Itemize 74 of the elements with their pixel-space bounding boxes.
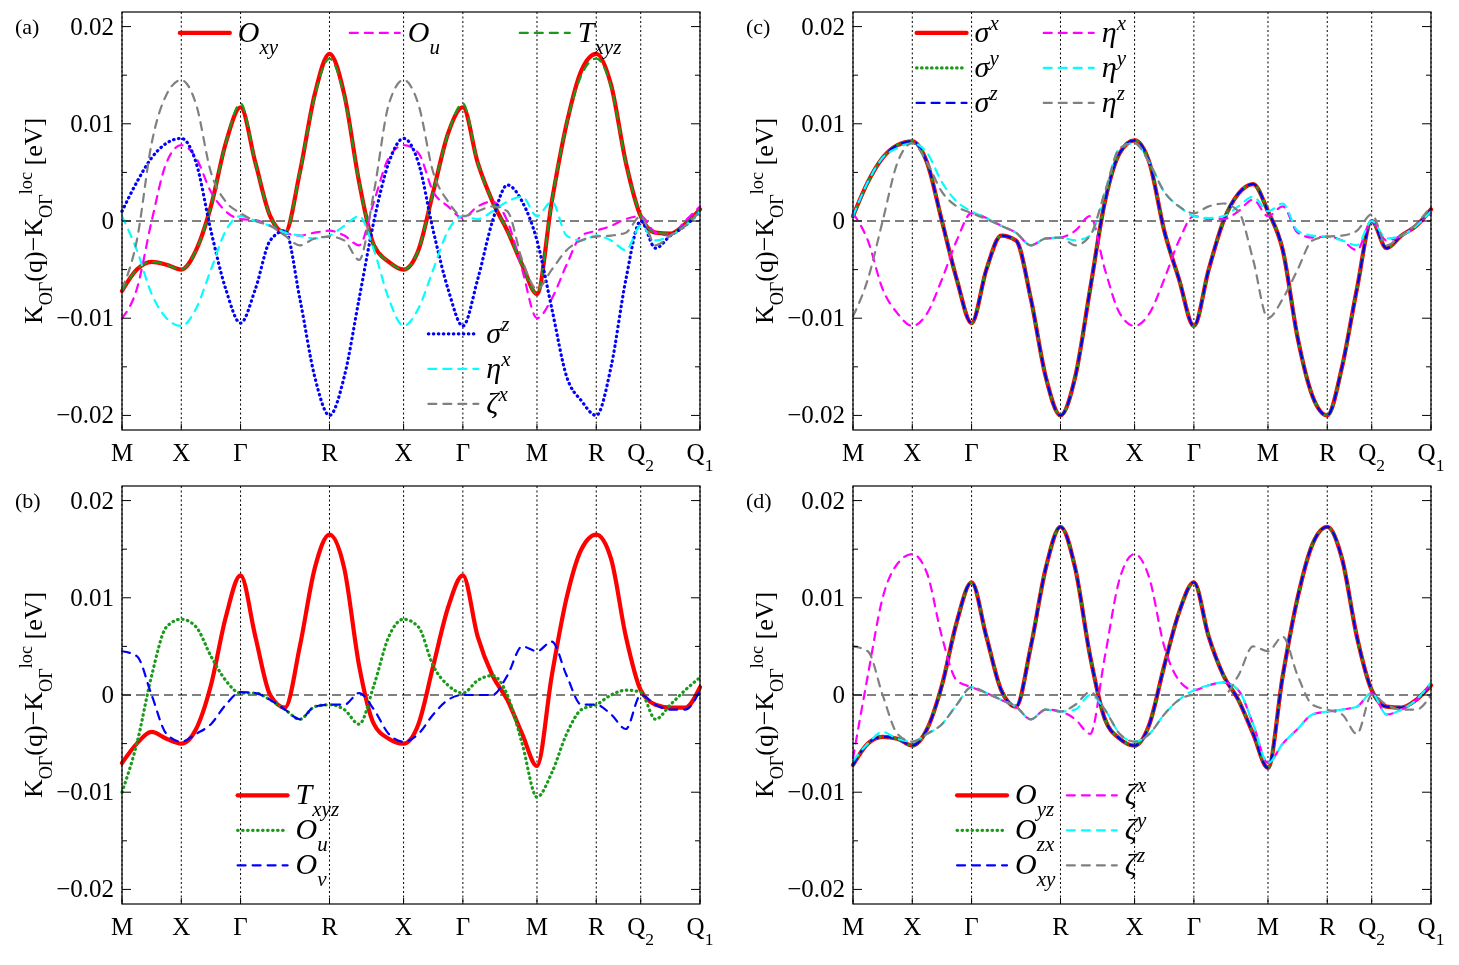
x-tick-label: M: [110, 439, 134, 466]
text: (c): [746, 14, 771, 39]
y-tick-label: −0.01: [787, 778, 845, 806]
x-tick-label: Γ: [964, 439, 979, 466]
y-tick-label: 0: [101, 681, 114, 708]
y-tick-label: 0.02: [801, 12, 845, 40]
y-tick-label: 0.02: [70, 486, 114, 514]
y-tick-label: −0.01: [787, 304, 845, 332]
y-tick-label: 0.01: [801, 583, 845, 611]
y-tick-label: −0.01: [56, 304, 114, 332]
x-tick-label: M: [110, 913, 134, 940]
y-tick-label: −0.01: [56, 778, 114, 806]
x-tick-label: M: [841, 913, 865, 940]
x-tick-label: Q$_{2}$: [1358, 439, 1386, 475]
x-tick-label: Γ: [233, 439, 248, 466]
x-tick-label: R: [587, 439, 605, 466]
y-tick-label: −0.02: [787, 401, 845, 429]
legend-label: T$_{xyz}$: [577, 14, 622, 59]
legend-label: ζ$^{x}$: [1124, 773, 1148, 811]
legend-label: O$_{xy}$: [237, 14, 279, 59]
legend-label: O$_{u}$: [407, 14, 440, 59]
legend-label: ζ$^{z}$: [1124, 843, 1146, 881]
x-tick-label: R: [587, 913, 605, 940]
x-tick-label: X: [903, 439, 922, 466]
x-tick-label: X: [394, 913, 413, 940]
y-tick-label: 0.02: [70, 12, 114, 40]
text: (d): [746, 488, 772, 513]
y-tick-label: 0.01: [801, 109, 845, 137]
x-tick-label: R: [1318, 439, 1336, 466]
x-tick-label: Γ: [1186, 439, 1202, 466]
legend-label: σ$^{y}$: [974, 45, 1000, 83]
y-tick-label: 0.02: [801, 486, 845, 514]
x-tick-label: M: [525, 439, 549, 466]
legend-label: σ$^{z}$: [974, 80, 998, 118]
legend-label: σ$^{x}$: [974, 10, 1000, 48]
x-tick-label: Q$_{1}$: [686, 913, 714, 949]
x-tick-label: R: [1052, 913, 1070, 940]
x-tick-label: M: [1256, 439, 1280, 466]
y-tick-label: −0.02: [56, 875, 114, 903]
x-tick-label: X: [394, 439, 413, 466]
x-tick-label: X: [172, 913, 191, 940]
x-tick-label: Q$_{1}$: [686, 439, 714, 475]
x-tick-label: Q$_{1}$: [1417, 913, 1445, 949]
x-tick-label: Γ: [233, 913, 248, 940]
x-tick-label: M: [525, 913, 549, 940]
x-tick-label: X: [1125, 439, 1144, 466]
x-tick-label: M: [841, 439, 865, 466]
x-tick-label: Γ: [455, 439, 471, 466]
x-tick-label: R: [1318, 913, 1336, 940]
x-tick-label: Q$_{2}$: [1358, 913, 1386, 949]
x-tick-label: Q$_{1}$: [1417, 439, 1445, 475]
y-tick-label: −0.02: [787, 875, 845, 903]
x-tick-label: Q$_{2}$: [627, 913, 655, 949]
x-tick-label: Γ: [964, 913, 979, 940]
x-tick-label: X: [1125, 913, 1144, 940]
x-tick-label: M: [1256, 913, 1280, 940]
y-tick-label: 0: [101, 207, 114, 234]
text: (a): [15, 14, 40, 39]
y-tick-label: 0.01: [70, 583, 114, 611]
x-tick-label: Γ: [1186, 913, 1202, 940]
x-tick-label: R: [321, 439, 339, 466]
x-tick-label: X: [172, 439, 191, 466]
x-tick-label: Γ: [455, 913, 471, 940]
x-tick-label: X: [903, 913, 922, 940]
y-tick-label: 0: [832, 207, 845, 234]
legend-label: σ$^{z}$: [486, 311, 510, 349]
y-tick-label: −0.02: [56, 401, 114, 429]
x-tick-label: R: [1052, 439, 1070, 466]
y-tick-label: 0: [832, 681, 845, 708]
text: (b): [15, 488, 41, 513]
y-tick-label: 0.01: [70, 109, 114, 137]
x-tick-label: R: [321, 913, 339, 940]
x-tick-label: Q$_{2}$: [627, 439, 655, 475]
legend-label: ζ$^{y}$: [1124, 808, 1148, 846]
